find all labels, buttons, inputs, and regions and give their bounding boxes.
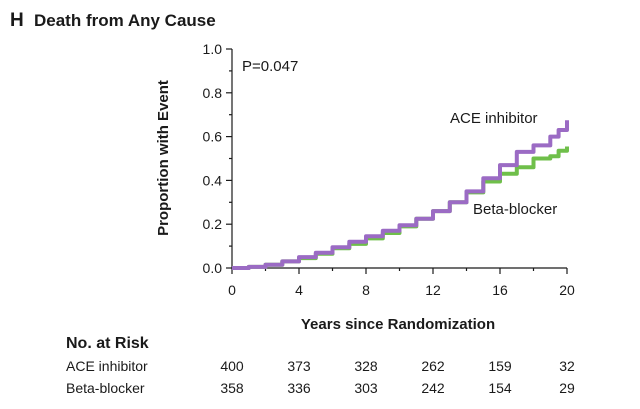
plot-area: 0.0 0.2 0.4 0.6 0.8 1.0 0 4 8 12 16 20 bbox=[203, 41, 575, 298]
ace-inhibitor-curve bbox=[232, 120, 569, 270]
risk-cell: 358 bbox=[220, 380, 244, 396]
y-tick-label: 1.0 bbox=[203, 41, 223, 57]
chart-title: Death from Any Cause bbox=[34, 11, 216, 30]
p-value-annotation: P=0.047 bbox=[242, 58, 298, 75]
risk-cell: 303 bbox=[354, 380, 378, 396]
risk-row-label: ACE inhibitor bbox=[66, 358, 148, 374]
y-tick-label: 0.4 bbox=[203, 172, 223, 188]
y-tick-label: 0.2 bbox=[203, 216, 223, 232]
risk-cell: 336 bbox=[287, 380, 311, 396]
risk-cell: 32 bbox=[559, 358, 575, 374]
x-tick-label: 8 bbox=[362, 282, 370, 298]
risk-table: ACE inhibitor 400 373 328 262 159 32 Beta-block… bbox=[66, 358, 575, 396]
legend-label-ace: ACE inhibitor bbox=[450, 110, 538, 127]
legend-label-beta: Beta-blocker bbox=[473, 201, 557, 218]
risk-cell: 373 bbox=[287, 358, 311, 374]
panel-letter: H bbox=[10, 10, 24, 31]
risk-cell: 159 bbox=[488, 358, 512, 374]
y-tick-label: 0.8 bbox=[203, 85, 223, 101]
x-tick-label: 12 bbox=[425, 282, 441, 298]
y-tick-label: 0.6 bbox=[203, 129, 223, 145]
x-tick-label: 20 bbox=[559, 282, 575, 298]
risk-cell: 29 bbox=[559, 380, 575, 396]
y-axis-label: Proportion with Event bbox=[155, 80, 172, 236]
risk-row-label: Beta-blocker bbox=[66, 380, 145, 396]
x-axis-label: Years since Randomization bbox=[301, 316, 495, 333]
x-tick-label: 0 bbox=[228, 282, 236, 298]
risk-cell: 154 bbox=[488, 380, 512, 396]
risk-cell: 400 bbox=[220, 358, 244, 374]
risk-cell: 262 bbox=[421, 358, 445, 374]
x-tick-label: 4 bbox=[295, 282, 303, 298]
risk-cell: 242 bbox=[421, 380, 445, 396]
risk-table-title: No. at Risk bbox=[66, 335, 149, 352]
y-tick-label: 0.0 bbox=[203, 260, 223, 276]
risk-cell: 328 bbox=[354, 358, 378, 374]
x-tick-label: 16 bbox=[492, 282, 508, 298]
